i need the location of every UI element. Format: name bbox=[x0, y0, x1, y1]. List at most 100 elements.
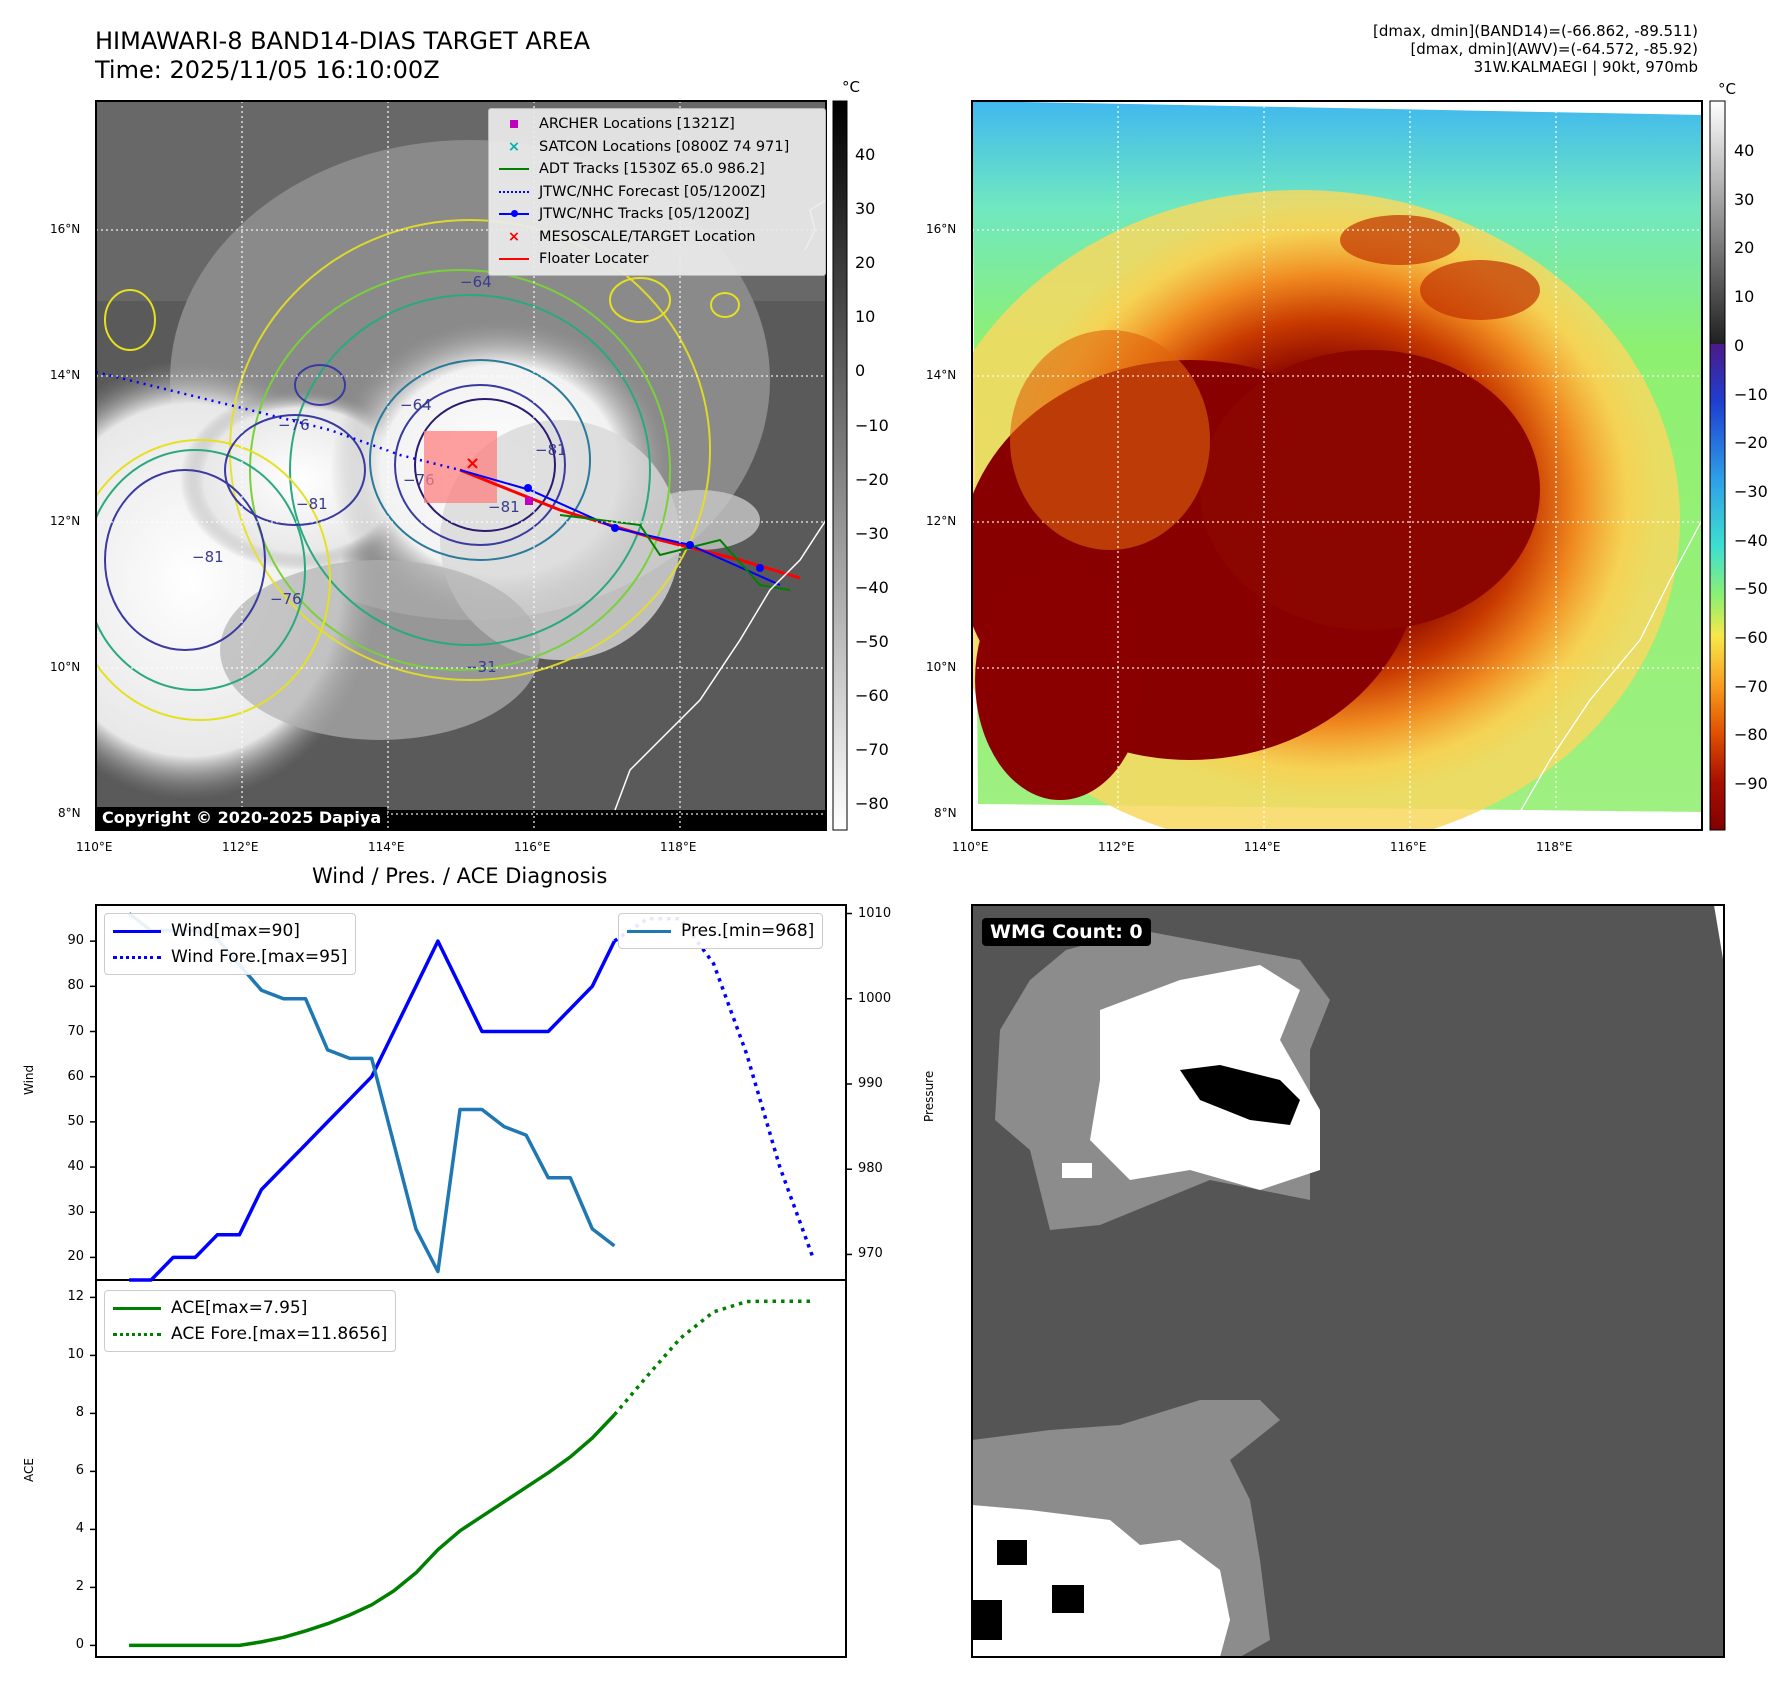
series-line-0 bbox=[129, 939, 616, 1282]
ir-map: −64 −76 −81 −64 −81 −76 −81 −76 −81 −31 … bbox=[96, 101, 826, 830]
target-area-box bbox=[424, 431, 497, 503]
wmg-panel bbox=[972, 905, 1724, 1657]
dotted-line-icon bbox=[113, 955, 161, 959]
legend-entry-forecast: JTWC/NHC Forecast [05/1200Z] bbox=[497, 181, 817, 204]
ir-lat-label: 16°N bbox=[50, 222, 81, 236]
awv-colorbar-tick: −80 bbox=[1734, 725, 1768, 745]
figure-title: HIMAWARI-8 BAND14-DIAS TARGET AREA bbox=[95, 27, 591, 55]
ir-colorbar-tick: −60 bbox=[855, 686, 889, 705]
series-line-1 bbox=[613, 1299, 813, 1416]
awv-colorbar-tick: −30 bbox=[1734, 481, 1768, 501]
ir-lon-label: 114°E bbox=[368, 840, 405, 854]
solid-line-icon bbox=[113, 929, 161, 933]
y-tick-label: 70 bbox=[67, 1023, 84, 1039]
awv-lon-label: 114°E bbox=[1244, 840, 1281, 854]
ace-legend: ACE[max=7.95] ACE Fore.[max=11.8656] bbox=[104, 1290, 397, 1352]
y-tick-label: 90 bbox=[67, 933, 84, 949]
legend-entry-ace-fore: ACE Fore.[max=11.8656] bbox=[113, 1321, 387, 1347]
square-marker-icon bbox=[497, 120, 531, 129]
ir-lat-label: 8°N bbox=[58, 806, 81, 820]
wmg-frame bbox=[971, 904, 1725, 1658]
ir-colorbar-tick: 30 bbox=[855, 199, 876, 219]
awv-lat-label: 12°N bbox=[926, 514, 957, 528]
diagnosis-title: Wind / Pres. / ACE Diagnosis bbox=[312, 864, 608, 888]
ace-axis-label: ACE bbox=[22, 1458, 36, 1482]
series-line-0 bbox=[129, 1413, 616, 1648]
ir-lat-label: 10°N bbox=[50, 660, 81, 674]
ir-colorbar-tick: 40 bbox=[855, 145, 876, 164]
ir-lon-label: 110°E bbox=[76, 840, 113, 854]
ir-colorbar-tick: −80 bbox=[855, 794, 889, 814]
ir-lon-label: 116°E bbox=[514, 840, 551, 854]
coastline bbox=[614, 519, 826, 811]
legend-entry-mesoscale: × MESOSCALE/TARGET Location bbox=[497, 226, 817, 249]
coastline bbox=[1519, 519, 1702, 813]
awv-lon-label: 112°E bbox=[1098, 840, 1135, 854]
legend-label: ARCHER Locations [1321Z] bbox=[539, 116, 735, 133]
ir-lat-label: 14°N bbox=[50, 368, 81, 382]
y-tick-label: 60 bbox=[67, 1068, 84, 1084]
awv-colorbar-tick: 30 bbox=[1734, 189, 1755, 209]
legend-entry-pressure: Pres.[min=968] bbox=[627, 918, 814, 944]
awv-lon-label: 110°E bbox=[952, 840, 989, 854]
awv-lon-label: 118°E bbox=[1536, 840, 1573, 854]
awv-colorbar-tick: 10 bbox=[1734, 287, 1755, 307]
awv-lat-label: 14°N bbox=[926, 368, 957, 382]
legend-label: MESOSCALE/TARGET Location bbox=[539, 228, 756, 245]
y-tick-label: 0 bbox=[75, 1637, 84, 1653]
ir-map-frame bbox=[95, 100, 827, 831]
copyright-label: Copyright © 2020-2025 Dapiya bbox=[96, 807, 388, 828]
contour-label: −81 bbox=[296, 495, 328, 513]
x-marker-icon: × bbox=[507, 228, 521, 245]
solid-line-icon bbox=[627, 929, 671, 933]
ir-colorbar-tick: 0 bbox=[855, 361, 866, 381]
awv-colorbar-frame bbox=[1709, 100, 1726, 831]
awv-gridlines bbox=[972, 101, 1702, 830]
dotted-line-icon bbox=[113, 1332, 161, 1336]
wmg-count-label: WMG Count: 0 bbox=[982, 918, 1151, 946]
y2-tick-label: 1000 bbox=[858, 990, 892, 1006]
y-tick-label: 6 bbox=[75, 1463, 84, 1479]
y-tick-label: 12 bbox=[67, 1289, 84, 1305]
storm-info: 31W.KALMAEGI | 90kt, 970mb bbox=[1473, 58, 1698, 76]
y-tick-label: 2 bbox=[75, 1579, 84, 1595]
awv-colorbar-cold bbox=[1710, 344, 1725, 830]
awv-colorbar-tick: −60 bbox=[1734, 628, 1768, 647]
ir-colorbar-tick: −50 bbox=[855, 631, 889, 651]
legend-label: ACE[max=7.95] bbox=[171, 1298, 308, 1318]
ir-colorbar-tick: −40 bbox=[855, 577, 889, 597]
contour-label: −76 bbox=[278, 416, 310, 434]
ir-lon-label: 118°E bbox=[660, 840, 697, 854]
target-location-marker: × bbox=[465, 453, 480, 474]
awv-map-frame bbox=[971, 100, 1703, 831]
contour-label: −64 bbox=[460, 273, 492, 291]
y-tick-label: 20 bbox=[67, 1249, 84, 1265]
legend-label: Pres.[min=968] bbox=[681, 921, 815, 941]
solid-line-icon bbox=[113, 1306, 161, 1310]
series-line-1 bbox=[613, 916, 815, 1259]
y2-tick-label: 1010 bbox=[858, 905, 892, 921]
ir-lon-label: 112°E bbox=[222, 840, 259, 854]
contour-label: −76 bbox=[270, 590, 302, 608]
line-dot-marker-icon bbox=[497, 210, 531, 218]
awv-colorbar-tick: −50 bbox=[1734, 579, 1768, 599]
y-tick-label: 4 bbox=[75, 1521, 84, 1537]
legend-label: ADT Tracks [1530Z 65.0 986.2] bbox=[539, 161, 765, 178]
awv-map bbox=[972, 101, 1702, 830]
awv-colorbar-tick: −40 bbox=[1734, 530, 1768, 550]
ir-colorbar-tick: 10 bbox=[855, 307, 876, 327]
awv-colorbar-tick: −90 bbox=[1734, 774, 1768, 794]
y-tick-label: 40 bbox=[67, 1159, 84, 1175]
awv-range: [dmax, dmin](AWV)=(-64.572, -85.92) bbox=[1410, 40, 1698, 58]
awv-colorbar-tick: −10 bbox=[1734, 384, 1768, 404]
y-tick-label: 8 bbox=[75, 1405, 84, 1421]
contour-label: −64 bbox=[400, 396, 432, 414]
solid-line-icon bbox=[497, 168, 531, 171]
ir-map-legend: ARCHER Locations [1321Z] × SATCON Locati… bbox=[488, 108, 826, 276]
contour-label: −31 bbox=[465, 658, 497, 676]
y2-tick-label: 990 bbox=[858, 1075, 883, 1091]
y-tick-label: 10 bbox=[67, 1347, 84, 1363]
awv-lat-label: 8°N bbox=[934, 806, 957, 820]
contour-label: −81 bbox=[192, 548, 224, 566]
